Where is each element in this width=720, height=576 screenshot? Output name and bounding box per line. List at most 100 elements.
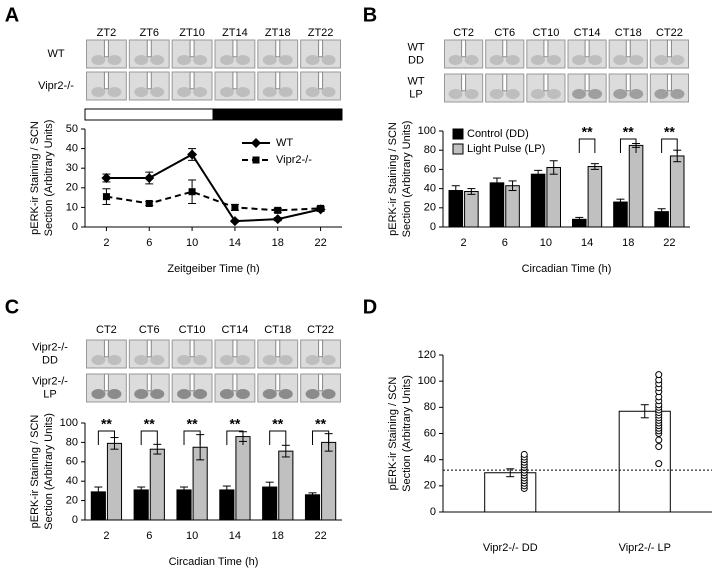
scn-region xyxy=(150,87,165,97)
y-axis-label: pERK-ir Staining / SCN xyxy=(387,122,399,236)
scn-region xyxy=(235,87,250,97)
ventricle xyxy=(146,39,152,58)
scn-region xyxy=(321,55,336,65)
y-tick-label: 20 xyxy=(66,495,78,507)
x-tick-label: 2 xyxy=(103,530,109,542)
ventricle xyxy=(146,71,152,90)
ventricle xyxy=(543,39,549,58)
bar xyxy=(448,190,464,228)
row-label: DD xyxy=(42,354,58,366)
x-tick-label: Vipr2-/- LP xyxy=(619,542,671,554)
bar xyxy=(613,201,628,228)
column-label: CT6 xyxy=(139,324,160,336)
x-tick-label: 22 xyxy=(663,237,675,249)
legend-label: Light Pulse (LP) xyxy=(467,143,545,155)
scn-region xyxy=(464,55,479,65)
scn-region xyxy=(219,87,234,97)
marker xyxy=(274,206,282,214)
scn-region xyxy=(219,55,234,65)
data-point xyxy=(520,450,528,458)
bar xyxy=(489,182,505,228)
row-label: LP xyxy=(409,88,422,100)
scn-region xyxy=(235,55,250,65)
scn-region xyxy=(235,389,250,399)
column-label: CT14 xyxy=(221,324,248,336)
ventricle xyxy=(103,339,109,358)
scn-region xyxy=(219,355,234,365)
scn-region xyxy=(448,55,463,65)
panel-label: B xyxy=(363,4,377,26)
scn-region xyxy=(613,55,628,65)
scn-region xyxy=(107,55,122,65)
y-tick-label: 10 xyxy=(66,201,78,213)
scn-region xyxy=(177,389,192,399)
scn-region xyxy=(262,87,277,97)
scn-region xyxy=(489,55,504,65)
ventricle xyxy=(103,373,109,392)
series-line xyxy=(106,190,321,212)
row-label: WT xyxy=(407,41,424,53)
y-axis-label: Section (Arbitrary Units) xyxy=(401,121,413,238)
ventricle xyxy=(318,39,324,58)
ventricle xyxy=(584,39,590,58)
x-tick-label: 18 xyxy=(622,237,634,249)
bar xyxy=(618,410,671,513)
scn-region xyxy=(654,89,669,99)
scn-region xyxy=(177,355,192,365)
marker xyxy=(231,203,239,211)
scn-region xyxy=(107,389,122,399)
scn-region xyxy=(150,55,165,65)
scn-region xyxy=(670,89,685,99)
scn-region xyxy=(489,89,504,99)
scn-region xyxy=(588,89,603,99)
significance-bracket xyxy=(226,430,244,445)
marker xyxy=(145,199,153,207)
x-tick-label: Vipr2-/- DD xyxy=(483,542,538,554)
y-tick-label: 50 xyxy=(66,123,78,135)
y-tick-label: 100 xyxy=(60,417,78,429)
scn-region xyxy=(278,355,293,365)
scn-region xyxy=(193,355,208,365)
ventricle xyxy=(275,339,281,358)
column-label: CT10 xyxy=(179,324,206,336)
x-tick-label: 2 xyxy=(461,237,467,249)
significance-bracket xyxy=(578,138,596,153)
bar xyxy=(106,442,123,521)
scn-region xyxy=(91,389,106,399)
y-tick-label: 20 xyxy=(424,480,436,492)
scn-region xyxy=(193,55,208,65)
ventricle xyxy=(189,39,195,58)
bar xyxy=(133,489,149,521)
y-tick-label: 80 xyxy=(424,401,436,413)
x-tick-label: 22 xyxy=(314,237,326,249)
legend-swatch xyxy=(452,128,464,140)
x-tick-label: 18 xyxy=(272,237,284,249)
x-axis-label: Circadian Time (h) xyxy=(522,263,612,275)
ventricle xyxy=(189,339,195,358)
bar xyxy=(530,173,546,228)
column-label: CT2 xyxy=(453,27,474,39)
y-tick-label: 120 xyxy=(418,349,436,361)
row-label: DD xyxy=(408,54,424,66)
row-label: Vipr2-/- xyxy=(32,375,68,387)
y-axis-label: Section (Arbitrary Units) xyxy=(43,120,55,237)
column-label: CT18 xyxy=(615,27,642,39)
significance-label: ** xyxy=(272,416,283,432)
x-tick-label: 18 xyxy=(272,530,284,542)
y-tick-label: 60 xyxy=(66,456,78,468)
column-label: CT2 xyxy=(96,324,117,336)
ventricle xyxy=(146,339,152,358)
row-label: Vipr2-/- xyxy=(32,341,68,353)
bar xyxy=(587,166,603,228)
y-tick-label: 20 xyxy=(66,182,78,194)
scn-region xyxy=(321,355,336,365)
scn-region xyxy=(505,89,520,99)
scn-region xyxy=(278,389,293,399)
significance-label: ** xyxy=(101,416,112,432)
scn-region xyxy=(262,355,277,365)
ventricle xyxy=(318,373,324,392)
row-label: WT xyxy=(407,75,424,87)
ventricle xyxy=(275,71,281,90)
ventricle xyxy=(103,71,109,90)
